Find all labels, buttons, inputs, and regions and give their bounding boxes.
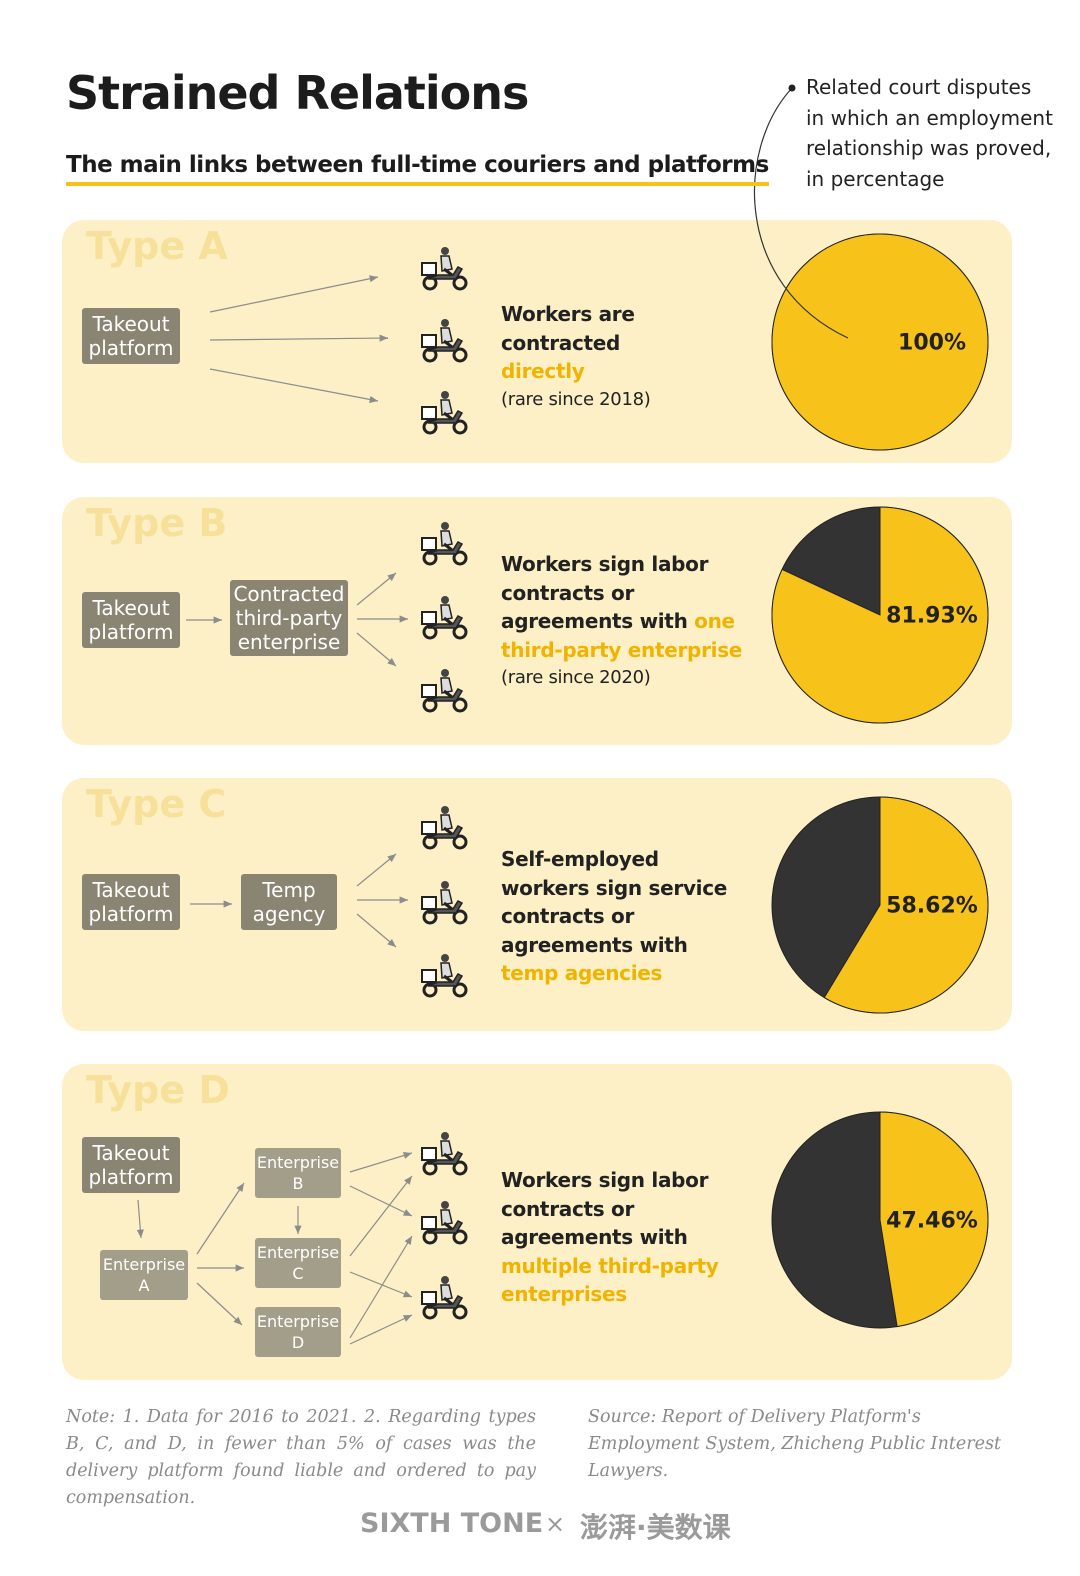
node: Takeout platform <box>82 874 180 930</box>
arrow <box>196 1182 245 1255</box>
arrow <box>196 1282 243 1326</box>
node: Enterprise C <box>255 1238 341 1288</box>
arrow <box>349 1185 413 1217</box>
legend-line: relationship was proved, <box>806 136 1052 160</box>
highlight: directly <box>501 359 585 383</box>
arrow <box>209 334 389 342</box>
title: Strained Relations <box>66 66 529 120</box>
node: Enterprise A <box>100 1250 188 1300</box>
legend-line: in which an employment <box>806 105 1053 130</box>
arrow <box>209 368 379 403</box>
node: Takeout platform <box>82 1137 180 1193</box>
pie-slice <box>771 233 989 451</box>
highlight: temp agencies <box>501 961 663 985</box>
text-segment: Workers sign labor contracts or agreemen… <box>501 552 709 633</box>
panel <box>62 778 1012 1031</box>
callout-dot <box>788 84 796 92</box>
node: Contracted third-party enterprise <box>230 580 348 656</box>
source: Source: Report of Delivery Platform's Em… <box>588 1407 1001 1481</box>
partner: 澎湃·美数课 <box>580 1511 731 1544</box>
panel <box>62 1064 1012 1380</box>
arrow <box>349 1152 413 1173</box>
type-label: Type A <box>86 224 228 268</box>
type-label: Type D <box>86 1068 230 1112</box>
pie-label: 47.46% <box>886 1208 978 1234</box>
pie-label: 81.93% <box>886 603 978 629</box>
description: Workers sign labor contracts or agreemen… <box>501 1166 761 1309</box>
panel <box>62 497 1012 745</box>
arrow <box>349 1271 413 1298</box>
arrow <box>356 572 397 606</box>
description-note: (rare since 2020) <box>501 667 651 688</box>
arrow <box>349 1314 413 1345</box>
node: Temp agency <box>241 874 337 930</box>
description-note: (rare since 2018) <box>501 388 651 410</box>
brand: SIXTH TONE <box>360 1508 544 1539</box>
arrow <box>356 632 397 667</box>
legend-line: Related court disputes <box>806 75 1032 99</box>
node: Takeout platform <box>82 592 180 648</box>
arrow <box>209 275 379 313</box>
highlight: one third-party enterprise <box>501 609 743 662</box>
type-label: Type B <box>86 501 228 545</box>
highlight: multiple third-party enterprises <box>501 1253 719 1307</box>
pie-slice <box>771 506 989 724</box>
text-segment: Self-employed workers sign service contr… <box>501 847 728 957</box>
arrow <box>356 913 397 948</box>
subtitle: The main links between full-time courier… <box>66 152 769 186</box>
arrow <box>136 1199 144 1239</box>
pie-slice <box>879 1111 989 1328</box>
text-segment: Workers sign labor contracts or agreemen… <box>501 1168 709 1249</box>
legend-line: in percentage <box>806 166 945 191</box>
description: Self-employed workers sign service contr… <box>501 845 746 988</box>
node: Takeout platform <box>82 308 180 364</box>
pie-legend: Related court disputes in which an employ… <box>806 72 1053 194</box>
panel <box>62 220 1012 463</box>
separator: × <box>545 1510 566 1538</box>
description: Workers sign labor contracts or agreemen… <box>501 550 756 693</box>
arrow <box>349 1235 413 1339</box>
pie-slice <box>823 796 989 1014</box>
type-label: Type C <box>86 782 227 826</box>
note: Note: 1. Data for 2016 to 2021. 2. Regar… <box>66 1407 536 1508</box>
arrow <box>356 853 397 887</box>
node: Enterprise D <box>255 1307 341 1357</box>
callout-line <box>753 87 849 339</box>
description: Workers are contracted directly (rare sin… <box>501 300 706 414</box>
pie-label: 58.62% <box>886 893 978 919</box>
pie-label: 100% <box>898 330 966 356</box>
text-segment: Workers are contracted <box>501 302 635 355</box>
node: Enterprise B <box>255 1148 341 1198</box>
arrow <box>349 1175 413 1257</box>
